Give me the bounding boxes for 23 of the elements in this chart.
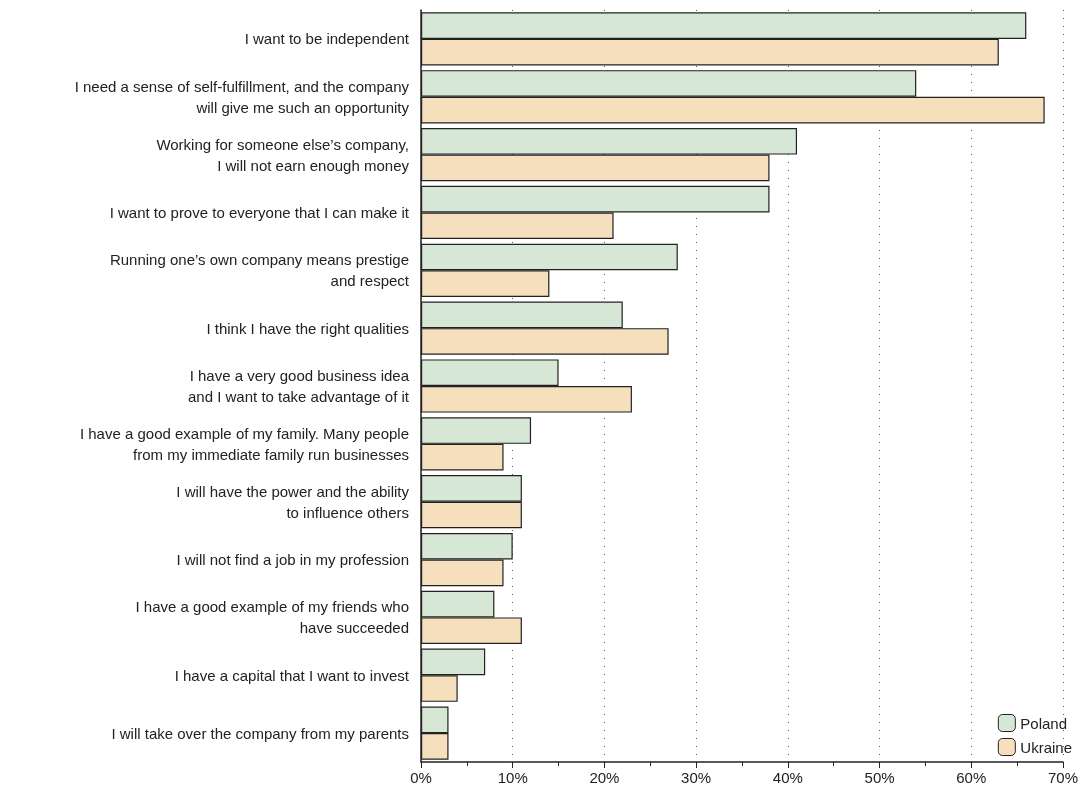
y-tick-label: I have a good example of my family. Many people from my immediate family run businesses [79, 424, 409, 463]
x-tick-label: 0% [410, 769, 432, 786]
y-tick-label: I want to prove to everyone that I can make it [109, 203, 410, 221]
x-tick-label: 50% [864, 769, 895, 786]
y-tick-label: I have a very good business idea and I want to take advantage of it [188, 367, 410, 405]
x-tick-label: 60% [956, 769, 987, 786]
y-tick-label: Working for someone else’s company, I will not earn enough money [156, 135, 410, 174]
x-tick-label: 40% [772, 769, 803, 786]
y-tick-label: I will not find a job in my profession [176, 551, 409, 569]
legend-label: Ukraine [1020, 738, 1072, 756]
y-tick-label: I want to be independent [244, 30, 410, 48]
y-tick-label: I have a good example of my friends who have succeeded [135, 598, 409, 637]
y-tick-label: I will have the power and the ability to influence others [176, 482, 410, 521]
x-tick-label: 70% [1047, 769, 1078, 786]
x-tick-label: 20% [589, 769, 620, 786]
y-tick-label: Running one’s own company means prestige and respect [109, 251, 410, 290]
y-tick-label: I need a sense of self-fulfillment, and the company will give me such an opportunity [74, 77, 410, 116]
legend-label: Poland [1020, 714, 1068, 732]
y-tick-label: I will take over the company from my parents [111, 724, 409, 742]
x-tick-label: 10% [497, 769, 528, 786]
y-tick-label: I think I have the right qualities [206, 319, 409, 337]
y-tick-label: I have a capital that I want to invest [174, 666, 410, 684]
x-tick-label: 30% [681, 769, 712, 786]
